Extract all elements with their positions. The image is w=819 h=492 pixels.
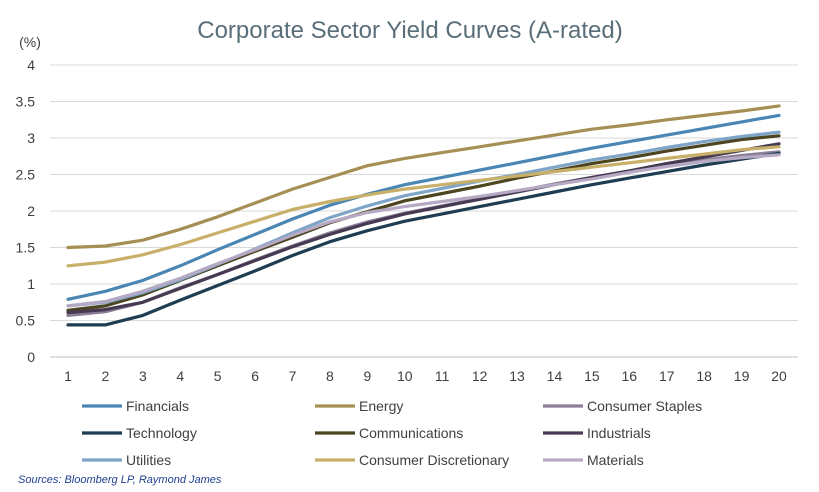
y-axis-ticks: 0 0.5 1 1.5 2 2.5 3 3.5 4 — [16, 57, 36, 365]
x-tick-label: 4 — [176, 368, 184, 384]
series-line-financials — [66, 113, 781, 301]
x-tick-label: 13 — [509, 368, 525, 384]
x-tick-label: 17 — [659, 368, 675, 384]
y-tick-label: 2.5 — [16, 167, 36, 183]
legend-label: Utilities — [126, 452, 171, 468]
y-axis-unit-label: (%) — [19, 34, 41, 50]
y-tick-label: 3 — [27, 130, 35, 146]
legend-label: Energy — [359, 398, 403, 414]
x-tick-label: 6 — [251, 368, 259, 384]
legend-label: Financials — [126, 398, 189, 414]
x-tick-label: 1 — [64, 368, 72, 384]
chart-title: Corporate Sector Yield Curves (A-rated) — [197, 17, 623, 44]
x-tick-label: 20 — [771, 368, 787, 384]
legend: Financials Energy Consumer Staples Technolo… — [82, 398, 702, 468]
legend-label: Consumer Staples — [587, 398, 702, 414]
x-tick-label: 12 — [472, 368, 488, 384]
x-tick-label: 14 — [547, 368, 563, 384]
y-tick-label: 3.5 — [16, 94, 36, 110]
legend-label: Technology — [126, 425, 197, 441]
x-tick-label: 10 — [397, 368, 413, 384]
series-line-technology — [66, 151, 781, 327]
y-tick-label: 1 — [27, 276, 35, 292]
x-axis-ticks: 1 2 3 4 5 6 7 8 9 10 11 12 13 14 15 16 17 18 19 20 — [64, 368, 787, 384]
series-lines — [66, 104, 781, 327]
series-line-industrials — [66, 142, 781, 315]
legend-label: Industrials — [587, 425, 651, 441]
x-tick-label: 18 — [696, 368, 712, 384]
legend-label: Materials — [587, 452, 644, 468]
source-note: Sources: Bloomberg LP, Raymond James — [18, 474, 222, 486]
x-tick-label: 3 — [139, 368, 147, 384]
series-line-materials — [66, 153, 781, 308]
y-tick-label: 1.5 — [16, 240, 36, 256]
x-tick-label: 7 — [289, 368, 297, 384]
legend-label: Consumer Discretionary — [359, 452, 509, 468]
x-tick-label: 9 — [363, 368, 371, 384]
y-tick-label: 0.5 — [16, 313, 36, 329]
x-tick-label: 15 — [584, 368, 600, 384]
y-tick-label: 2 — [27, 203, 35, 219]
y-tick-label: 0 — [27, 349, 35, 365]
series-line-consumer-discretionary — [66, 145, 781, 268]
x-tick-label: 2 — [102, 368, 110, 384]
x-tick-label: 19 — [734, 368, 750, 384]
x-tick-label: 8 — [326, 368, 334, 384]
x-tick-label: 5 — [214, 368, 222, 384]
y-tick-label: 4 — [27, 57, 35, 73]
series-line-energy — [66, 104, 781, 250]
x-tick-label: 11 — [435, 368, 450, 384]
legend-label: Communications — [359, 425, 463, 441]
x-tick-label: 16 — [622, 368, 638, 384]
